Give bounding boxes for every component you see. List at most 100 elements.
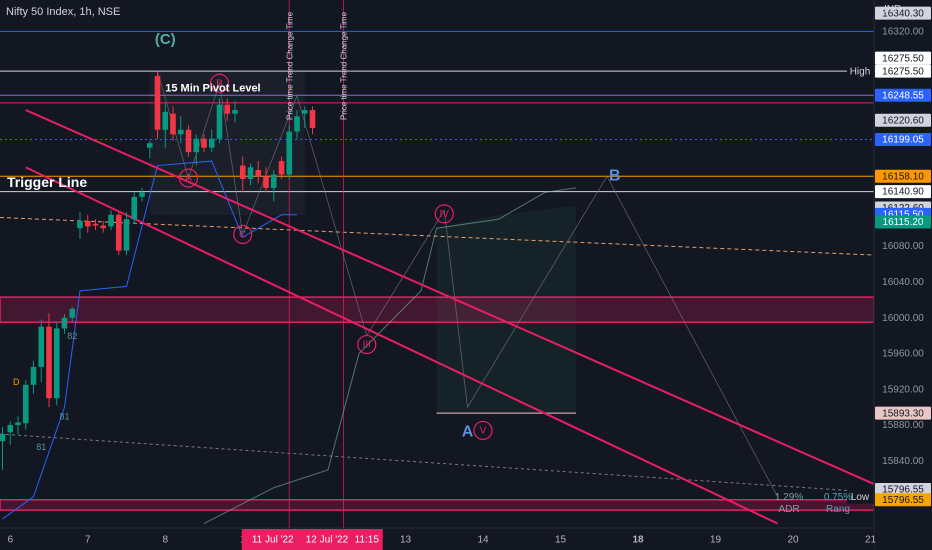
price-label-7: 16158.10 — [882, 171, 924, 182]
candle-body-1 — [7, 425, 14, 433]
price-label-bg-3 — [875, 64, 931, 78]
adr-stat: 1.29% ADR — [768, 492, 810, 516]
bar-count-label-8: 82 — [67, 331, 77, 341]
signal-label-d: D — [13, 377, 20, 387]
x-tick-7: 18 — [632, 535, 644, 546]
time-line-label-6: Price time Trend Change Time — [285, 11, 294, 120]
price-label-3: 16275.50 — [882, 66, 924, 77]
x-tick-0: 6 — [7, 535, 13, 546]
candle-body-5 — [38, 326, 45, 367]
candle-body-24 — [185, 129, 192, 153]
x-tick-9: 20 — [787, 535, 799, 546]
range-stat: 0.75% Rang — [816, 492, 860, 516]
candle-body-20 — [154, 76, 161, 130]
candle-body-33 — [255, 170, 262, 177]
candle-body-19 — [146, 143, 153, 148]
price-label-21: 15796.55 — [882, 495, 924, 506]
candle-body-25 — [193, 138, 200, 153]
wave-circle-5 — [434, 204, 454, 224]
time-highlight-bg — [241, 529, 383, 550]
price-label-bg-5 — [875, 113, 931, 127]
candle-body-37 — [286, 131, 293, 175]
x-highlight-0: 11 Jul '22 — [252, 535, 294, 546]
bar-count-label-9: 81 — [59, 412, 69, 422]
price-label-1: 16320.00 — [882, 26, 924, 37]
candle-body-31 — [239, 165, 246, 179]
candle-body-34 — [263, 176, 269, 188]
zone-0 — [0, 296, 875, 323]
range-value: 0.75% — [823, 492, 853, 503]
wave-label-6: V — [480, 426, 487, 437]
trend-line-0 — [25, 109, 879, 487]
low-label-bg — [847, 489, 874, 504]
price-label-12: 16080.00 — [882, 241, 924, 252]
price-label-bg-0 — [875, 6, 931, 20]
price-label-bg-2 — [875, 51, 931, 65]
wave-label-5: IV — [440, 209, 450, 220]
price-label-6: 16199.05 — [882, 135, 924, 146]
trend-band-upper — [2, 160, 297, 520]
x-tick-10: 21 — [865, 535, 877, 546]
candle-body-28 — [216, 104, 223, 139]
candle-body-16 — [123, 219, 130, 251]
price-label-bg-4 — [875, 88, 931, 102]
price-label-4: 16248.55 — [882, 90, 924, 101]
wave-label-1: A — [185, 173, 192, 184]
price-label-bg-21 — [875, 493, 931, 507]
price-label-5: 16220.60 — [882, 115, 924, 126]
price-label-bg-7 — [875, 169, 931, 183]
wave-label-4: III — [363, 340, 371, 351]
zone-1 — [0, 499, 875, 511]
candle-body-2 — [15, 422, 21, 426]
price-label-bg-11 — [875, 215, 931, 229]
candle-body-0 — [0, 434, 6, 442]
candle-body-11 — [84, 221, 91, 227]
candle-body-32 — [247, 167, 254, 179]
trigger-line-label: Trigger Line — [7, 174, 87, 190]
price-label-16: 15920.00 — [882, 384, 924, 395]
x-tick-8: 19 — [710, 535, 722, 546]
candle-body-18 — [139, 192, 145, 197]
wave-circle-6 — [473, 420, 493, 441]
x-highlight-2: 11:15 — [355, 535, 380, 546]
trend-band-lower — [203, 187, 577, 524]
candle-body-3 — [22, 384, 29, 424]
price-label-bg-17 — [875, 406, 931, 420]
point-label-a: A — [462, 423, 474, 440]
time-axis-bg — [0, 528, 874, 550]
candle-body-10 — [77, 221, 83, 229]
range-label: Rang — [826, 504, 850, 515]
point-label-b: B — [609, 168, 621, 185]
candle-body-17 — [131, 196, 138, 220]
candle-body-23 — [177, 129, 184, 135]
candle-body-29 — [224, 104, 231, 114]
x-tick-4: 13 — [400, 535, 412, 546]
candle-body-8 — [61, 317, 68, 329]
lower-dashed-line — [0, 433, 875, 493]
x-tick-5: 14 — [477, 535, 489, 546]
trend-line-1 — [25, 166, 778, 525]
candle-body-26 — [201, 138, 207, 148]
price-label-bg-20 — [875, 483, 931, 497]
candle-body-4 — [30, 366, 37, 385]
candle-body-35 — [270, 174, 277, 188]
x-tick-2: 8 — [162, 535, 168, 546]
time-line-label-7: Price time Trend Change Time — [340, 11, 349, 120]
wave-circle-4 — [357, 334, 377, 355]
candle-body-15 — [115, 214, 122, 251]
candle-body-12 — [92, 223, 99, 226]
adr-value: 1.29% — [774, 492, 804, 503]
candle-body-22 — [170, 113, 176, 135]
bar-count-label-10: 81 — [36, 442, 46, 452]
wave-circle-1 — [178, 168, 199, 188]
price-axis-bg — [874, 0, 932, 550]
wave-label-3: C — [239, 230, 246, 241]
price-label-13: 16040.00 — [882, 277, 924, 288]
candle-body-39 — [301, 110, 308, 114]
adr-label: ADR — [778, 504, 800, 515]
x-tick-1: 7 — [85, 535, 91, 546]
candle-body-21 — [162, 111, 169, 130]
wave-circle-3 — [233, 224, 253, 245]
candle-body-9 — [69, 308, 76, 318]
